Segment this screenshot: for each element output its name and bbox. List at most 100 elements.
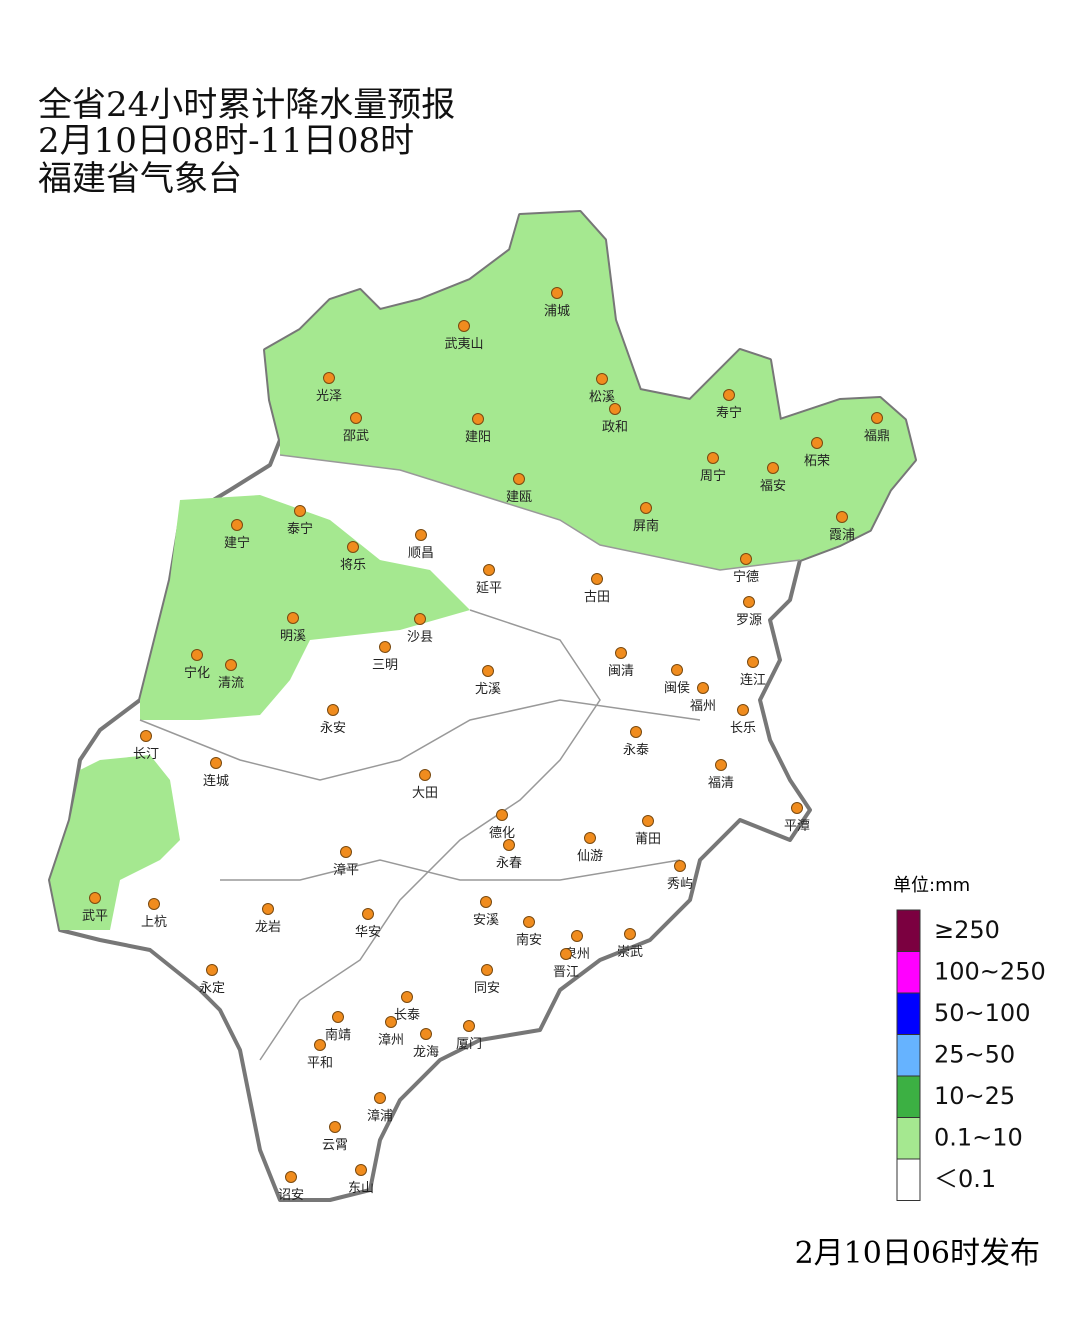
legend-swatch (896, 1034, 921, 1077)
city-label: 南安 (516, 932, 542, 948)
city-dot (743, 596, 755, 608)
city-label: 秀屿 (667, 877, 693, 892)
city-dot (374, 1092, 386, 1104)
city-label: 上杭 (141, 915, 167, 930)
city-dot (262, 903, 274, 915)
city-label: 长泰 (394, 1008, 420, 1023)
legend-unit: 单位:mm (893, 875, 970, 896)
city-label: 永定 (199, 981, 225, 996)
city-label: 福安 (760, 479, 786, 494)
city-label: 崇武 (617, 945, 643, 960)
city-dot (740, 553, 752, 565)
city-label: 龙岩 (255, 920, 281, 935)
city-dot (836, 511, 848, 523)
footer: 2月10日06时发布 (795, 1236, 1040, 1271)
city-label: 大田 (412, 786, 438, 801)
city-label: 长汀 (133, 747, 159, 762)
city-label: 诏安 (278, 1188, 304, 1203)
city-label: 闽清 (608, 664, 634, 679)
city-label: 寿宁 (716, 405, 742, 421)
city-dot (609, 403, 621, 415)
city-label: 明溪 (280, 629, 306, 644)
city-dot (483, 564, 495, 576)
city-label: 永泰 (623, 743, 649, 758)
city-label: 厦门 (456, 1037, 482, 1052)
border (220, 859, 681, 881)
period: 2月10日08时-11日08时 (38, 121, 414, 161)
city-dot (642, 815, 654, 827)
border (259, 609, 601, 1061)
city-label: 武夷山 (444, 336, 483, 352)
legend-label: 0.1~10 (934, 1124, 1023, 1152)
city-dot (480, 896, 492, 908)
city-dot (596, 373, 608, 385)
city-label: 福鼎 (864, 429, 890, 444)
legend-swatch (896, 1117, 921, 1160)
province-map (48, 210, 917, 1202)
city-dot (340, 846, 352, 858)
city-label: 建阳 (465, 430, 491, 445)
city-dot (624, 928, 636, 940)
city-label: 德化 (489, 826, 515, 841)
city-dot (332, 1011, 344, 1023)
city-dot (723, 389, 735, 401)
legend-swatch (896, 909, 921, 952)
rain-area (50, 755, 180, 930)
city-dot (584, 832, 596, 844)
city-label: 漳平 (333, 862, 359, 878)
city-label: 漳州 (378, 1032, 404, 1048)
city-dot (615, 647, 627, 659)
city-label: 宁化 (184, 665, 210, 681)
city-dot (362, 908, 374, 920)
city-label: 平和 (307, 1056, 333, 1071)
city-dot (148, 898, 160, 910)
legend-swatch (896, 992, 921, 1035)
city-label: 尤溪 (475, 682, 501, 697)
city-label: 屏南 (633, 518, 659, 534)
city-dot (385, 1016, 397, 1028)
city-dot (707, 452, 719, 464)
city-dot (350, 412, 362, 424)
city-label: 泉州 (564, 946, 590, 962)
city-dot (715, 759, 727, 771)
city-label: 武平 (82, 909, 108, 924)
city-dot (323, 372, 335, 384)
legend-label: 25~50 (934, 1041, 1015, 1069)
city-label: 顺昌 (408, 546, 434, 561)
city-dot (496, 809, 508, 821)
legend-label: 10~25 (934, 1082, 1015, 1110)
city-dot (140, 730, 152, 742)
city-label: 三明 (372, 658, 398, 673)
city-label: 柘荣 (804, 454, 830, 469)
city-label: 沙县 (407, 630, 433, 645)
city-dot (314, 1039, 326, 1051)
city-label: 闽侯 (664, 681, 690, 696)
legend-label: ＜0.1 (934, 1165, 996, 1193)
city-label: 华安 (355, 925, 381, 940)
city-label: 邵武 (343, 429, 369, 444)
city-label: 将乐 (340, 558, 366, 573)
city-label: 南靖 (325, 1027, 351, 1043)
city-dot (287, 612, 299, 624)
city-dot (329, 1121, 341, 1133)
city-label: 建瓯 (506, 490, 532, 505)
city-dot (630, 726, 642, 738)
city-dot (294, 505, 306, 517)
legend-swatch (896, 1075, 921, 1118)
city-label: 晋江 (553, 965, 579, 980)
city-dot (419, 769, 431, 781)
city-dot (551, 287, 563, 299)
city-dot (671, 664, 683, 676)
city-label: 东山 (348, 1181, 374, 1196)
city-dot (523, 916, 535, 928)
city-label: 永安 (320, 721, 346, 736)
city-label: 仙游 (577, 849, 603, 864)
city-dot (674, 860, 686, 872)
city-dot (503, 839, 515, 851)
issuer: 福建省气象台 (38, 159, 242, 199)
city-dot (231, 519, 243, 531)
title: 全省24小时累计降水量预报 (38, 85, 455, 125)
city-label: 连江 (740, 672, 766, 688)
rain-area (140, 495, 470, 720)
